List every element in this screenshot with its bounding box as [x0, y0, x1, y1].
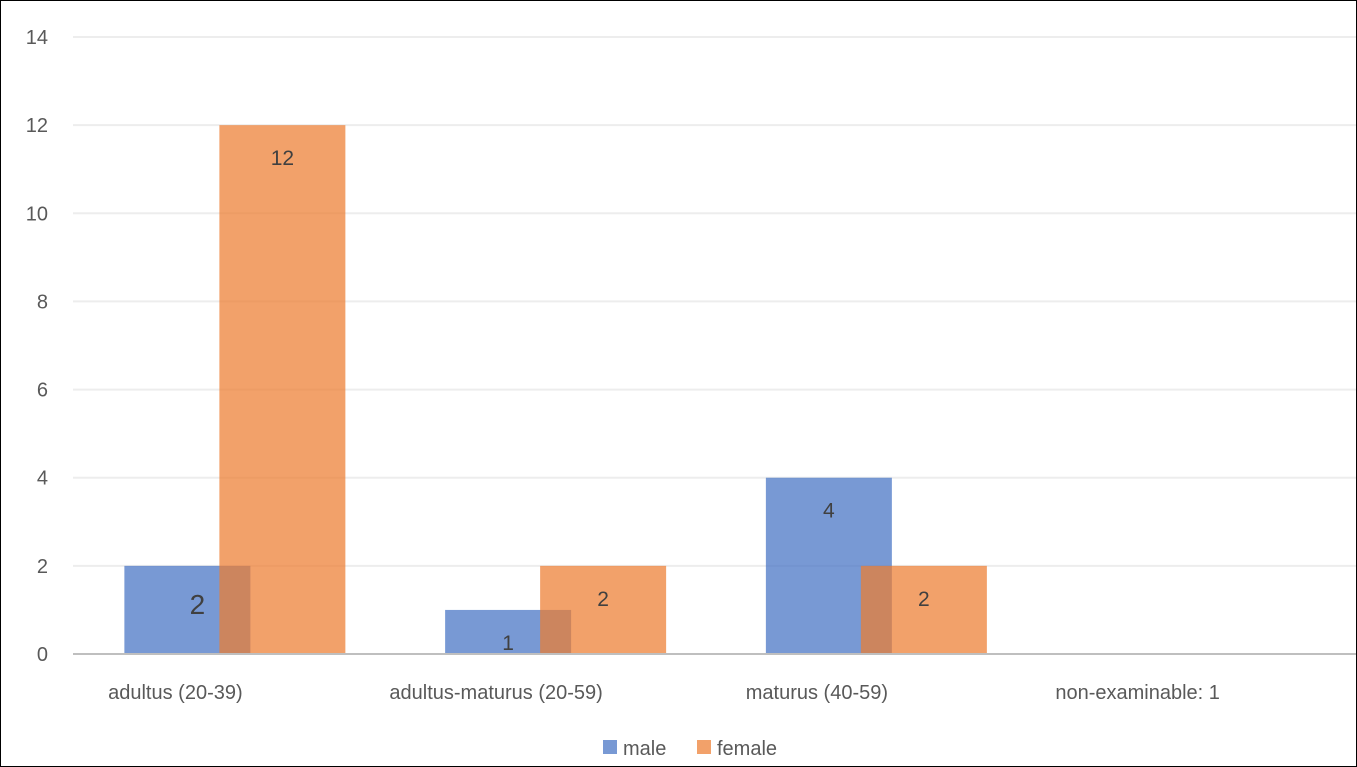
x-axis-categories: adultus (20-39) adultus-maturus (20-59) ma…	[108, 682, 1220, 704]
data-label-male: 4	[823, 500, 835, 523]
y-tick-label: 10	[26, 203, 48, 225]
x-category-label: maturus (40-59)	[746, 682, 888, 704]
y-tick-label: 6	[37, 380, 48, 402]
bars	[124, 125, 987, 654]
legend: male female	[603, 738, 777, 760]
x-category-label: adultus (20-39)	[108, 682, 243, 704]
data-label-male: 1	[502, 632, 514, 655]
legend-swatch-male	[603, 740, 617, 754]
bar-female	[860, 565, 987, 654]
x-category-label: non-examinable: 1	[1055, 682, 1220, 704]
legend-label-male: male	[623, 738, 666, 760]
y-tick-label: 2	[37, 556, 48, 578]
y-tick-label: 14	[26, 27, 48, 49]
data-label-female: 12	[271, 147, 294, 170]
y-axis-ticks: 0 2 4 6 8 10 12 14	[26, 27, 48, 666]
bar-female	[540, 565, 667, 654]
bar-female	[219, 125, 346, 654]
y-tick-label: 12	[26, 115, 48, 137]
y-tick-label: 0	[37, 644, 48, 666]
y-tick-label: 4	[37, 468, 48, 490]
legend-swatch-female	[697, 740, 711, 754]
data-label-female: 2	[597, 588, 609, 611]
x-category-label: adultus-maturus (20-59)	[389, 682, 602, 704]
data-label-male: 2	[190, 589, 206, 620]
legend-label-female: female	[717, 738, 777, 760]
y-tick-label: 8	[37, 291, 48, 313]
data-label-female: 2	[918, 588, 930, 611]
